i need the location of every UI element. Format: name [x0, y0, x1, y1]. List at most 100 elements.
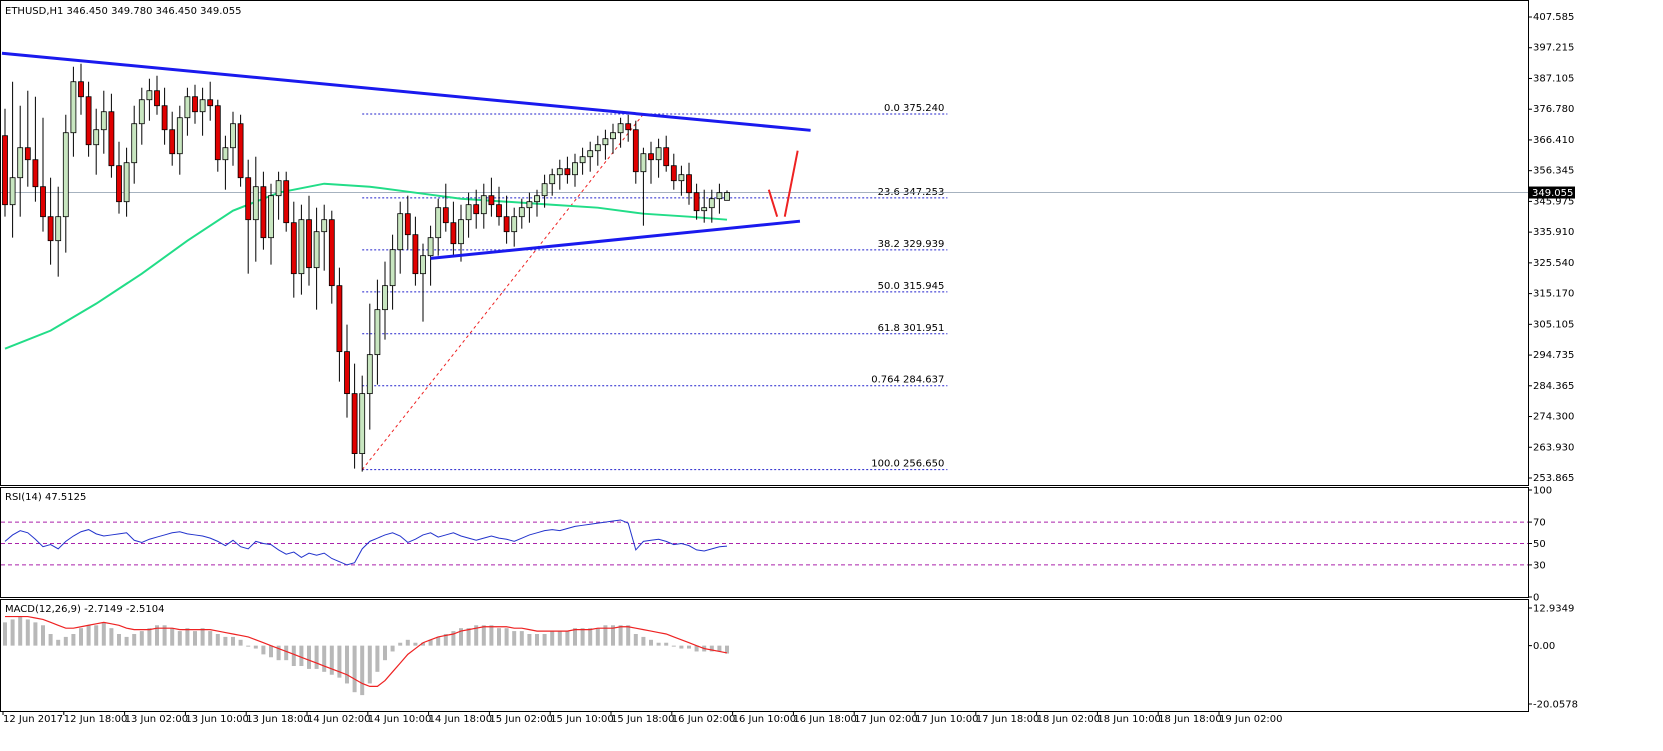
price-tick-label: 407.585: [1533, 12, 1574, 23]
direction-arrow-stroke: [783, 150, 799, 217]
candle-body: [116, 165, 122, 203]
candle-body: [344, 351, 350, 395]
fibo-level-label: 100.0 256.650: [871, 459, 944, 470]
candle-body: [192, 96, 198, 113]
candle-body: [138, 99, 145, 125]
candle-body: [526, 201, 533, 209]
candle-body: [724, 192, 730, 201]
time-axis-label: 15 Jun 10:00: [550, 714, 614, 725]
main-pane[interactable]: [0, 0, 1529, 486]
rsi-tick-label: 30: [1533, 560, 1546, 571]
candle-body: [260, 186, 267, 239]
time-axis-label: 15 Jun 18:00: [611, 714, 675, 725]
candle-body: [496, 204, 502, 218]
trendline: [1, 51, 811, 132]
fibo-level-label: 38.2 329.939: [878, 239, 945, 250]
macd-histogram-bar: [694, 645, 699, 652]
candle-body: [9, 177, 16, 206]
macd-histogram-bar: [63, 636, 68, 646]
fibo-level-label: 0.764 284.637: [871, 375, 944, 386]
macd-histogram-bar: [329, 645, 334, 675]
macd-histogram-bar: [3, 622, 7, 646]
macd-histogram-bar: [428, 639, 433, 646]
time-axis-label: 17 Jun 02:00: [854, 714, 918, 725]
price-tick-label: 387.105: [1533, 73, 1574, 84]
macd-histogram-bar: [86, 625, 91, 646]
macd-histogram-bar: [519, 631, 524, 646]
macd-histogram-bar: [117, 633, 121, 646]
candle-body: [214, 105, 221, 161]
time-axis-label: 14 Jun 02:00: [307, 714, 371, 725]
macd-histogram-bar: [299, 645, 304, 667]
candle-body: [70, 81, 77, 134]
macd-histogram-bar: [147, 628, 152, 646]
macd-histogram-bar: [535, 633, 539, 646]
candle-body: [412, 234, 419, 275]
rsi-tick-label: 0: [1533, 593, 1539, 604]
macd-histogram-bar: [618, 625, 623, 646]
price-tick-label: 335.910: [1533, 227, 1574, 238]
candle-body: [237, 123, 244, 179]
macd-histogram-bar: [626, 625, 631, 646]
macd-tick-label: 0.00: [1533, 641, 1555, 652]
candle-body: [176, 117, 183, 155]
macd-histogram-bar: [18, 616, 23, 646]
main-header-label: ETHUSD,H1 346.450 349.780 346.450 349.05…: [5, 6, 242, 17]
macd-histogram-bar: [557, 631, 562, 646]
current-price-marker: [1529, 186, 1575, 199]
candle-body: [450, 222, 457, 245]
macd-header-label: MACD(12,26,9) -2.7149 -2.5104: [5, 604, 165, 615]
macd-histogram-bar: [542, 633, 547, 646]
macd-histogram-bar: [253, 645, 258, 649]
macd-histogram-bar: [291, 645, 296, 667]
macd-histogram-bar: [269, 645, 273, 658]
candle-body: [678, 174, 685, 182]
macd-histogram-bar: [155, 625, 159, 646]
macd-histogram-bar: [580, 628, 585, 646]
macd-histogram-bar: [383, 645, 387, 661]
macd-histogram-bar: [25, 619, 30, 646]
macd-histogram-bar: [375, 645, 380, 672]
candle-body: [93, 129, 100, 146]
candle-body: [382, 285, 388, 311]
macd-pane[interactable]: [0, 599, 1529, 712]
price-tick-label: 376.780: [1533, 104, 1574, 115]
time-axis-label: 18 Jun 02:00: [1037, 714, 1101, 725]
macd-histogram-bar: [649, 639, 653, 646]
macd-histogram-bar: [504, 628, 509, 646]
macd-histogram-bar: [717, 645, 722, 652]
candle-body: [108, 111, 115, 167]
candle-body: [420, 255, 426, 275]
candle-body: [534, 195, 540, 203]
macd-histogram-bar: [436, 636, 441, 646]
price-tick-label: 356.345: [1533, 166, 1574, 177]
candle-body: [321, 219, 328, 233]
candle-body: [594, 144, 601, 152]
macd-histogram-bar: [497, 628, 501, 646]
macd-histogram-bar: [246, 645, 251, 647]
candle-body: [716, 192, 723, 200]
candle-body: [617, 123, 624, 134]
macd-histogram-bar: [671, 645, 676, 647]
candle-body: [252, 186, 259, 221]
macd-histogram-bar: [101, 622, 106, 646]
price-tick-label: 366.410: [1533, 135, 1574, 146]
macd-histogram-bar: [565, 631, 570, 646]
macd-histogram-bar: [466, 628, 471, 646]
macd-histogram-bar: [611, 625, 615, 646]
macd-histogram-bar: [132, 633, 137, 646]
candle-body: [648, 153, 654, 161]
candle-body: [404, 213, 411, 236]
macd-histogram-bar: [284, 645, 289, 661]
candle-body: [632, 129, 639, 173]
macd-histogram-bar: [421, 642, 425, 646]
macd-histogram-bar: [398, 642, 403, 646]
macd-histogram-bar: [307, 645, 311, 669]
candle-body: [686, 174, 692, 194]
macd-histogram-bar: [109, 628, 114, 646]
candle-body: [549, 174, 556, 185]
macd-histogram-bar: [687, 645, 691, 649]
price-tick-label: 263.930: [1533, 442, 1574, 453]
